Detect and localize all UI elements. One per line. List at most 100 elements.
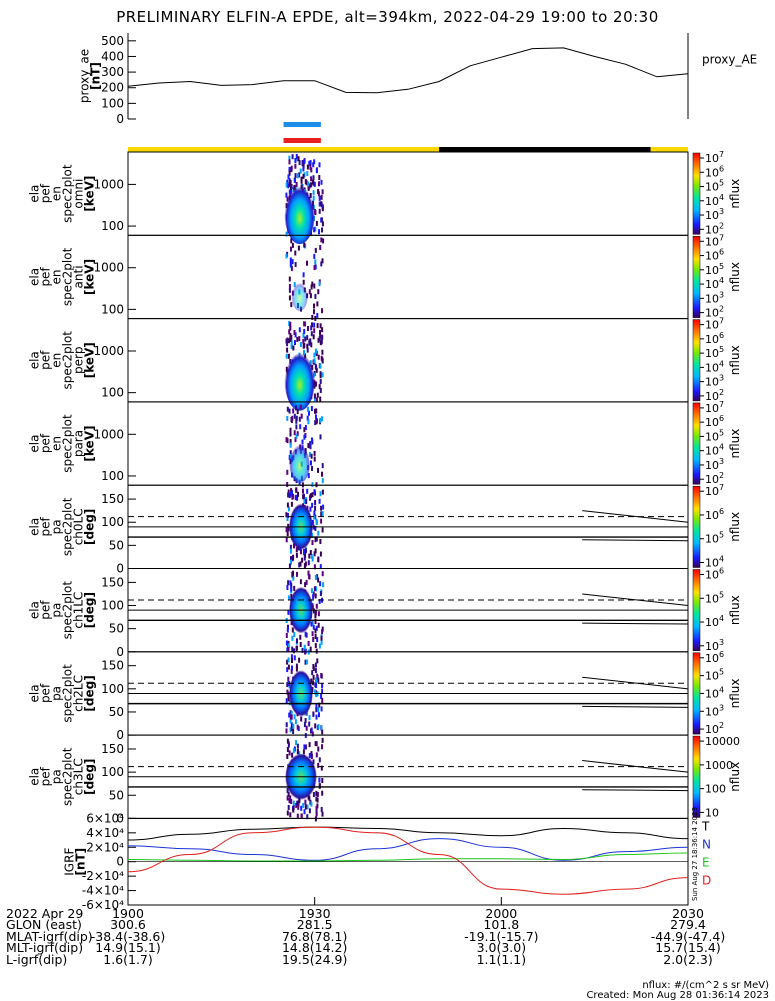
spectrum-pixel (314, 593, 317, 599)
spectrum-pixel (293, 330, 296, 335)
grf-ytick-label: -2×10⁴ (82, 869, 124, 883)
ae-ytick-label: 400 (101, 49, 124, 63)
spectrum-pixel (312, 624, 315, 630)
footer-row-label: L-igrf(dip) (6, 951, 68, 967)
spectrum-pixel (285, 527, 288, 533)
spectrum-pixel (320, 765, 323, 771)
spectrum-pixel (285, 353, 288, 359)
spectrum-pixel (286, 531, 289, 537)
axis-label-line: pef (39, 600, 53, 620)
footer-value: 1930 (298, 906, 331, 921)
axis-label-line: pa (50, 603, 64, 618)
axis-label-line: pa (50, 769, 64, 784)
spectrum-pixel (285, 698, 288, 704)
spectrum-pixel (287, 526, 290, 532)
spectrum-pixel (285, 231, 288, 237)
energy-ytick-label: 100 (101, 219, 124, 233)
spectrum-pixel (314, 514, 317, 520)
pitch-ytick-label: 0 (116, 562, 124, 576)
spectrum-pixel (312, 637, 315, 642)
spectrum-pixel (312, 711, 315, 717)
spectrum-pixel (313, 322, 316, 328)
spectrum-pixel (308, 410, 310, 416)
spectrum-pixel (292, 804, 295, 810)
ae-ytick-label: 500 (101, 34, 124, 48)
colorbar-label: nflux (728, 262, 742, 292)
spectrum-pixel (313, 352, 316, 358)
spectrum-pixel (305, 659, 308, 665)
spectrum-pixel (285, 633, 288, 638)
spectrum-pixel (315, 408, 318, 414)
spectrum-pixel (321, 471, 323, 477)
spectrum-pixel (304, 718, 307, 723)
footer-value: -44.9(-47.4) (650, 928, 726, 944)
spectrum-pixel (321, 527, 324, 533)
flux-core (291, 279, 308, 311)
grf-ytick-label: -4×10⁴ (82, 884, 124, 898)
spectrum-pixel (288, 276, 291, 282)
spectrum-pixel (287, 647, 290, 652)
footer-value: 14.8(14.2) (281, 940, 348, 956)
axis-label-line: omni (72, 179, 86, 209)
spectrum-pixel (309, 506, 312, 512)
spectrum-pixel (291, 665, 293, 671)
spectrum-pixel (318, 336, 321, 342)
colorbar-tick-label: 10000 (705, 735, 740, 748)
spectrum-pixel (291, 635, 294, 641)
spectrum-pixel (321, 327, 324, 333)
spectrum-pixel (286, 754, 289, 759)
spectrum-pixel (298, 416, 301, 422)
spectrum-pixel (316, 392, 319, 398)
spectrum-pixel (306, 347, 309, 353)
spectrum-pixel (321, 571, 324, 577)
colorbar (692, 569, 701, 652)
spectrum-pixel (314, 259, 317, 265)
spectrum-pixel (294, 437, 297, 443)
axis-label-line: ela (28, 185, 42, 203)
colorbar (692, 236, 701, 318)
spectrum-pixel (289, 580, 292, 586)
spectrum-pixel (321, 478, 324, 484)
flux-core (289, 440, 311, 483)
spectrum-pixel (285, 640, 288, 646)
axis-label-line: ela (28, 518, 42, 536)
footer-value: -19.1(-15.7) (464, 928, 539, 944)
spectrum-pixel (286, 415, 289, 421)
colorbar-tick-label: 106 (705, 248, 724, 263)
spectrum-pixel (290, 339, 293, 345)
footer-value: 1.6(1.7) (103, 951, 153, 967)
spectrum-pixel (295, 154, 298, 159)
spectrum-pixel (288, 338, 290, 344)
axis-label-line: ela (28, 435, 42, 453)
axis-label-line: nflux (728, 262, 742, 292)
spectrum-pixel (295, 666, 298, 672)
colorbar-tick-label: 104 (705, 359, 724, 374)
spectrum-pixel (299, 642, 302, 647)
spectrum-pixel (318, 162, 321, 168)
spectrum-pixel (304, 336, 307, 342)
axis-label-line: proxy_ae (78, 49, 92, 103)
spectrum-pixel (286, 659, 289, 665)
spectrum-pixel (307, 326, 309, 331)
colorbar-tick-label: 102 (705, 471, 724, 486)
spectrum-pixel (310, 553, 313, 559)
colorbar-tick-label: 102 (705, 721, 724, 736)
spectrum-pixel (321, 790, 324, 796)
spectrum-pixel (288, 284, 291, 289)
spectrum-pixel (321, 511, 324, 517)
spectrum-pixel (289, 431, 292, 437)
footer-value: 15.7(15.4) (655, 940, 721, 956)
spectrum-pixel (321, 811, 324, 817)
spectrum-pixel (285, 182, 288, 188)
spectrum-pixel (314, 505, 317, 511)
spectrum-pixel (311, 314, 314, 320)
grf-series-D (127, 826, 689, 895)
spectrum-pixel (320, 194, 323, 200)
spectrum-pixel (288, 798, 291, 804)
colorbar-tick-label: 103 (705, 374, 724, 389)
spectrum-pixel (304, 548, 307, 554)
spectrum-pixel (304, 425, 307, 430)
spectrum-pixel (315, 805, 318, 811)
